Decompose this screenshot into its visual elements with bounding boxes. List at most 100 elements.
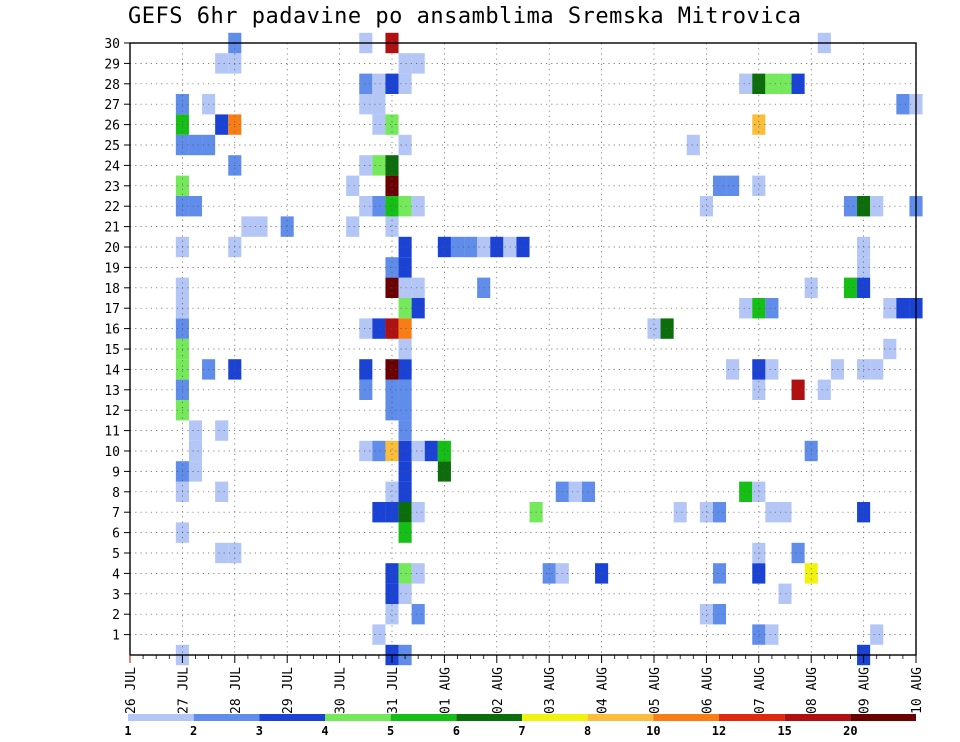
heatmap-cell (385, 583, 399, 604)
colorbar-label: 8 (584, 724, 591, 738)
heatmap-cell (385, 155, 399, 176)
colorbar-swatch (390, 714, 457, 721)
x-tick-label: 30 JUL (334, 667, 349, 714)
heatmap-cell (752, 114, 766, 135)
heatmap-cell (359, 440, 373, 462)
heatmap-cell (385, 481, 399, 502)
heatmap-cell (398, 73, 412, 94)
y-tick-label: 20 (104, 241, 120, 256)
colorbar-swatch (719, 714, 785, 721)
heatmap-cell (712, 604, 727, 625)
colorbar-swatch (325, 714, 391, 721)
heatmap-cell (870, 624, 884, 645)
colorbar-swatch (653, 714, 719, 721)
heatmap-cell (752, 379, 766, 400)
heatmap-cell (398, 440, 412, 462)
heatmap-cell (843, 277, 858, 298)
heatmap-cell (215, 53, 229, 74)
heatmap-cell (843, 196, 858, 217)
y-tick-label: 18 (104, 282, 120, 297)
heatmap-cell (359, 379, 373, 400)
heatmap-cell (359, 359, 373, 380)
y-tick-label: 1 (112, 629, 120, 644)
heatmap-cell (450, 236, 465, 258)
heatmap-cell (765, 624, 779, 645)
x-tick-label: 07 AUG (753, 667, 768, 714)
heatmap-cell (398, 134, 412, 156)
colorbar-label: 2 (190, 724, 197, 738)
heatmap-cell (398, 502, 412, 523)
colorbar-label: 20 (843, 724, 857, 738)
colorbar-label: 10 (646, 724, 660, 738)
heatmap-cell (791, 73, 805, 94)
heatmap-cell (712, 563, 727, 584)
heatmap-cell (778, 502, 792, 523)
y-tick-label: 3 (112, 588, 120, 603)
heatmap-cell (385, 216, 399, 237)
heatmap-cell (188, 440, 203, 462)
heatmap-cell (752, 624, 766, 645)
y-tick-label: 14 (104, 363, 120, 378)
heatmap-cell (398, 563, 412, 584)
heatmap-cell (411, 563, 425, 584)
x-tick-label: 08 AUG (805, 667, 820, 714)
x-tick-label: 29 JUL (281, 667, 296, 714)
x-tick-label: 03 AUG (543, 667, 558, 714)
heatmap-cell (385, 400, 399, 421)
heatmap-cell (726, 175, 740, 196)
heatmap-cell (712, 175, 727, 196)
colorbar-label: 7 (518, 724, 525, 738)
y-tick-label: 9 (112, 465, 120, 480)
heatmap-cell (188, 134, 203, 156)
heatmap-cell (359, 196, 373, 217)
heatmap-cell (464, 236, 478, 258)
y-tick-label: 21 (104, 221, 120, 236)
heatmap-cell (398, 583, 412, 604)
heatmap-cell (398, 379, 412, 400)
heatmap-cell (752, 73, 766, 94)
y-tick-label: 26 (104, 119, 120, 134)
x-tick-label: 01 AUG (438, 667, 453, 714)
heatmap-cell (385, 440, 399, 462)
heatmap-cell (398, 420, 412, 441)
heatmap-cell (188, 461, 203, 482)
heatmap-cell (188, 420, 203, 441)
x-tick-label: 28 JUL (229, 667, 244, 714)
colorbar-swatch (193, 714, 260, 721)
heatmap-cell (241, 216, 255, 237)
x-tick-label: 04 AUG (596, 667, 611, 714)
heatmap-cell (411, 502, 425, 523)
y-tick-label: 11 (104, 425, 120, 440)
heatmap-cell (372, 318, 386, 339)
y-tick-label: 22 (104, 200, 120, 215)
colorbar-label: 15 (777, 724, 791, 738)
y-tick-label: 19 (104, 261, 120, 276)
x-tick-label: 05 AUG (648, 667, 663, 714)
colorbar-swatch (128, 714, 194, 721)
heatmap-cell (372, 502, 386, 523)
heatmap-cell (765, 502, 779, 523)
heatmap-cell (424, 440, 438, 462)
x-tick-label: 26 JUL (124, 667, 139, 714)
heatmap-cell (739, 481, 753, 502)
heatmap-cell (385, 318, 399, 339)
x-tick-label: 06 AUG (700, 667, 715, 714)
heatmap-cell (752, 359, 766, 380)
heatmap-cell (437, 461, 451, 482)
heatmap-cell (870, 196, 884, 217)
colorbar-swatch (522, 714, 588, 721)
heatmap-cell (372, 624, 386, 645)
y-tick-label: 30 (104, 37, 120, 52)
heatmap-cell (726, 359, 740, 380)
heatmap-cell (372, 155, 386, 176)
y-axis: 1234567891011121314151617181920212223242… (104, 37, 130, 644)
heatmap-cell (411, 604, 425, 625)
heatmap-cell (765, 73, 779, 94)
y-tick-label: 13 (104, 384, 120, 399)
heatmap-cell (398, 298, 412, 319)
heatmap-cell (398, 257, 412, 278)
colorbar: 1 2 3 4 5 6 7 8 10 12 15 20 (124, 714, 916, 738)
y-tick-label: 15 (104, 343, 120, 358)
y-tick-label: 10 (104, 445, 120, 460)
heatmap-cells (175, 32, 923, 666)
